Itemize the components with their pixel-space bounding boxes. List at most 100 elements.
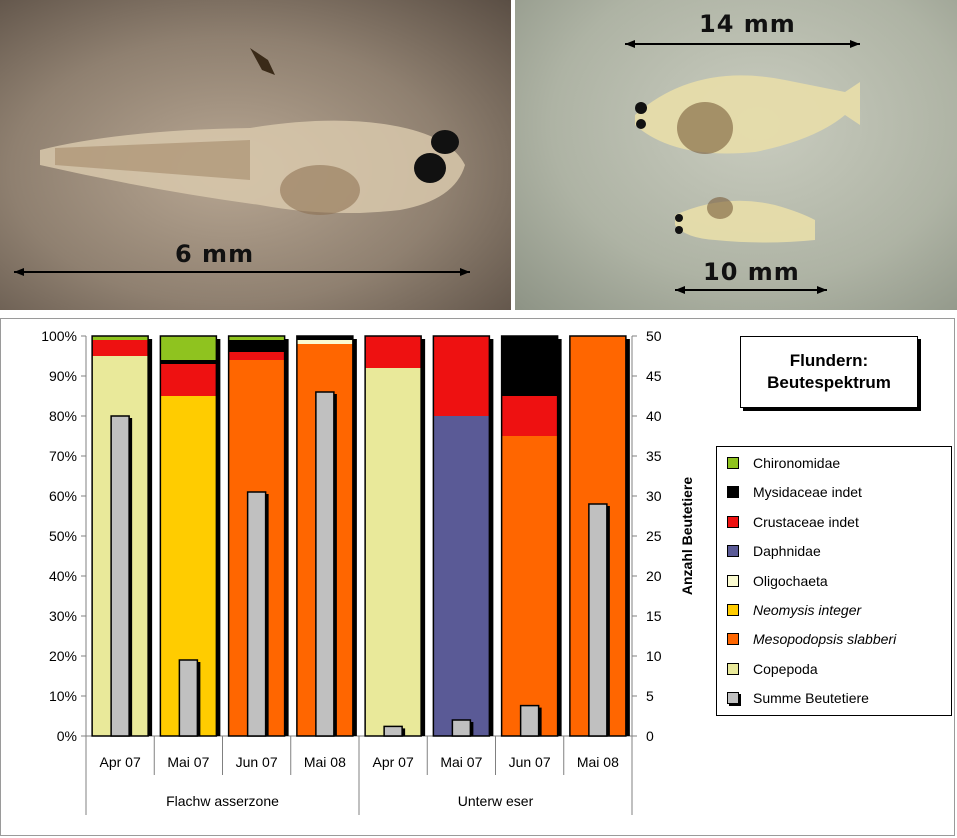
scale-label-6mm: 6 mm bbox=[175, 240, 255, 268]
legend-swatch bbox=[727, 515, 739, 528]
y-left-tick-label: 50% bbox=[49, 528, 77, 544]
legend-label: Mysidaceae indet bbox=[753, 484, 862, 501]
bar-segment-mysidaceae-indet bbox=[228, 340, 285, 352]
legend-label: Summe Beutetiere bbox=[753, 690, 869, 707]
legend-item: Neomysis integer bbox=[717, 598, 861, 622]
y-left-tick-label: 90% bbox=[49, 368, 77, 384]
legend-item: Summe Beutetiere bbox=[717, 686, 869, 710]
y-right-tick-label: 25 bbox=[646, 528, 662, 544]
summe-beutetiere-bar bbox=[315, 391, 335, 737]
summe-beutetiere-bar bbox=[246, 491, 267, 737]
flounder-illustration bbox=[625, 40, 860, 294]
legend-swatch bbox=[727, 692, 739, 705]
y-right-axis-label: Anzahl Beutetiere bbox=[679, 477, 695, 595]
bar-segment-copepoda bbox=[365, 368, 422, 736]
chart-title-line2: Beutespektrum bbox=[767, 373, 891, 392]
x-category-label: Mai 07 bbox=[167, 754, 209, 770]
x-group-label: Unterw eser bbox=[458, 793, 534, 809]
bar-shadow bbox=[625, 339, 630, 736]
legend-label: Chironomidae bbox=[753, 455, 841, 471]
y-right-tick-label: 20 bbox=[646, 568, 662, 584]
scale-label-10mm: 10 mm bbox=[703, 258, 800, 286]
bar-segment-mysidaceae-indet bbox=[501, 336, 558, 396]
bar-segment-chironomidae bbox=[92, 336, 149, 340]
legend-label: Daphnidae bbox=[753, 543, 821, 560]
bar-segment-mysidaceae-indet bbox=[296, 336, 353, 340]
legend-swatch bbox=[727, 604, 739, 616]
legend-label: Copepoda bbox=[753, 660, 818, 677]
chart-title-line1: Flundern: bbox=[789, 351, 869, 370]
chart-title-box: Flundern: Beutespektrum bbox=[740, 336, 918, 408]
photo-fish-larva: 6 mm bbox=[0, 0, 511, 310]
bar-segment-chironomidae bbox=[160, 336, 217, 360]
y-right-tick-label: 50 bbox=[646, 328, 662, 344]
x-category-label: Apr 07 bbox=[100, 754, 141, 770]
y-left-tick-label: 60% bbox=[49, 488, 77, 504]
legend-item: Daphnidae bbox=[717, 539, 821, 563]
y-left-tick-label: 0% bbox=[57, 728, 77, 744]
legend-swatch bbox=[727, 662, 739, 675]
legend-label: Mesopodopsis slabberi bbox=[753, 631, 897, 648]
bar-segment-crustaceae-indet bbox=[365, 336, 422, 368]
bar-segment-mesopodopsis-slabberi bbox=[501, 436, 558, 736]
photo-flounder-juveniles: 14 mm 10 mm bbox=[515, 0, 957, 310]
x-category-label: Mai 08 bbox=[304, 754, 346, 770]
y-left-tick-label: 80% bbox=[49, 408, 77, 424]
y-right-tick-label: 30 bbox=[646, 488, 662, 504]
bar-segment-crustaceae-indet bbox=[92, 340, 149, 356]
summe-beutetiere-bar bbox=[519, 704, 540, 737]
scale-label-14mm: 14 mm bbox=[699, 10, 796, 38]
bar-shadow bbox=[148, 339, 153, 736]
legend-swatch bbox=[727, 545, 739, 558]
y-left-tick-label: 70% bbox=[49, 448, 77, 464]
bar-segment-crustaceae-indet bbox=[160, 364, 217, 396]
y-right-tick-label: 45 bbox=[646, 368, 662, 384]
bar-segment-crustaceae-indet bbox=[433, 336, 490, 416]
legend-item: Oligochaeta bbox=[717, 569, 828, 593]
bar-segment-mysidaceae-indet bbox=[160, 360, 217, 364]
y-right-tick-label: 35 bbox=[646, 448, 662, 464]
legend-item: Copepoda bbox=[717, 657, 818, 681]
x-category-label: Mai 07 bbox=[440, 754, 482, 770]
x-category-label: Mai 08 bbox=[577, 754, 619, 770]
bar-shadow bbox=[284, 339, 289, 736]
legend-swatch bbox=[727, 633, 739, 646]
bar-segment-daphnidae bbox=[433, 416, 490, 736]
legend-item: Crustaceae indet bbox=[717, 510, 859, 534]
legend-item: Mesopodopsis slabberi bbox=[717, 627, 896, 651]
x-category-label: Apr 07 bbox=[373, 754, 414, 770]
y-left-tick-label: 40% bbox=[49, 568, 77, 584]
summe-beutetiere-bar bbox=[383, 725, 403, 737]
y-left-tick-label: 100% bbox=[41, 328, 77, 344]
legend: Chironomidae Mysidaceae indet Crustaceae i… bbox=[716, 446, 952, 716]
y-right-tick-label: 5 bbox=[646, 688, 654, 704]
y-right-tick-label: 40 bbox=[646, 408, 662, 424]
legend-item: Mysidaceae indet bbox=[717, 480, 862, 504]
bar-segment-oligochaeta bbox=[296, 340, 353, 344]
x-category-label: Jun 07 bbox=[236, 754, 278, 770]
bar-segment-crustaceae-indet bbox=[228, 352, 285, 360]
y-left-tick-label: 20% bbox=[49, 648, 77, 664]
summe-beutetiere-bar bbox=[110, 415, 130, 737]
x-group-label: Flachw asserzone bbox=[166, 793, 279, 809]
summe-beutetiere-bar bbox=[178, 659, 199, 737]
bar-shadow bbox=[216, 339, 221, 736]
summe-beutetiere-bar bbox=[588, 503, 608, 737]
summe-beutetiere-bar bbox=[451, 719, 472, 737]
legend-item: Chironomidae bbox=[717, 451, 840, 475]
legend-label: Crustaceae indet bbox=[753, 513, 859, 530]
legend-swatch bbox=[727, 457, 739, 469]
x-category-label: Jun 07 bbox=[509, 754, 551, 770]
y-right-tick-label: 0 bbox=[646, 728, 654, 744]
bar-shadow bbox=[489, 339, 494, 736]
bar-segment-chironomidae bbox=[228, 336, 285, 340]
y-right-tick-label: 10 bbox=[646, 648, 662, 664]
legend-label: Oligochaeta bbox=[753, 572, 828, 589]
legend-label: Neomysis integer bbox=[753, 602, 862, 618]
y-left-tick-label: 10% bbox=[49, 688, 77, 704]
y-left-tick-label: 30% bbox=[49, 608, 77, 624]
bar-shadow bbox=[421, 339, 426, 736]
fish-larva-illustration bbox=[14, 48, 470, 276]
bar-shadow bbox=[352, 339, 357, 736]
